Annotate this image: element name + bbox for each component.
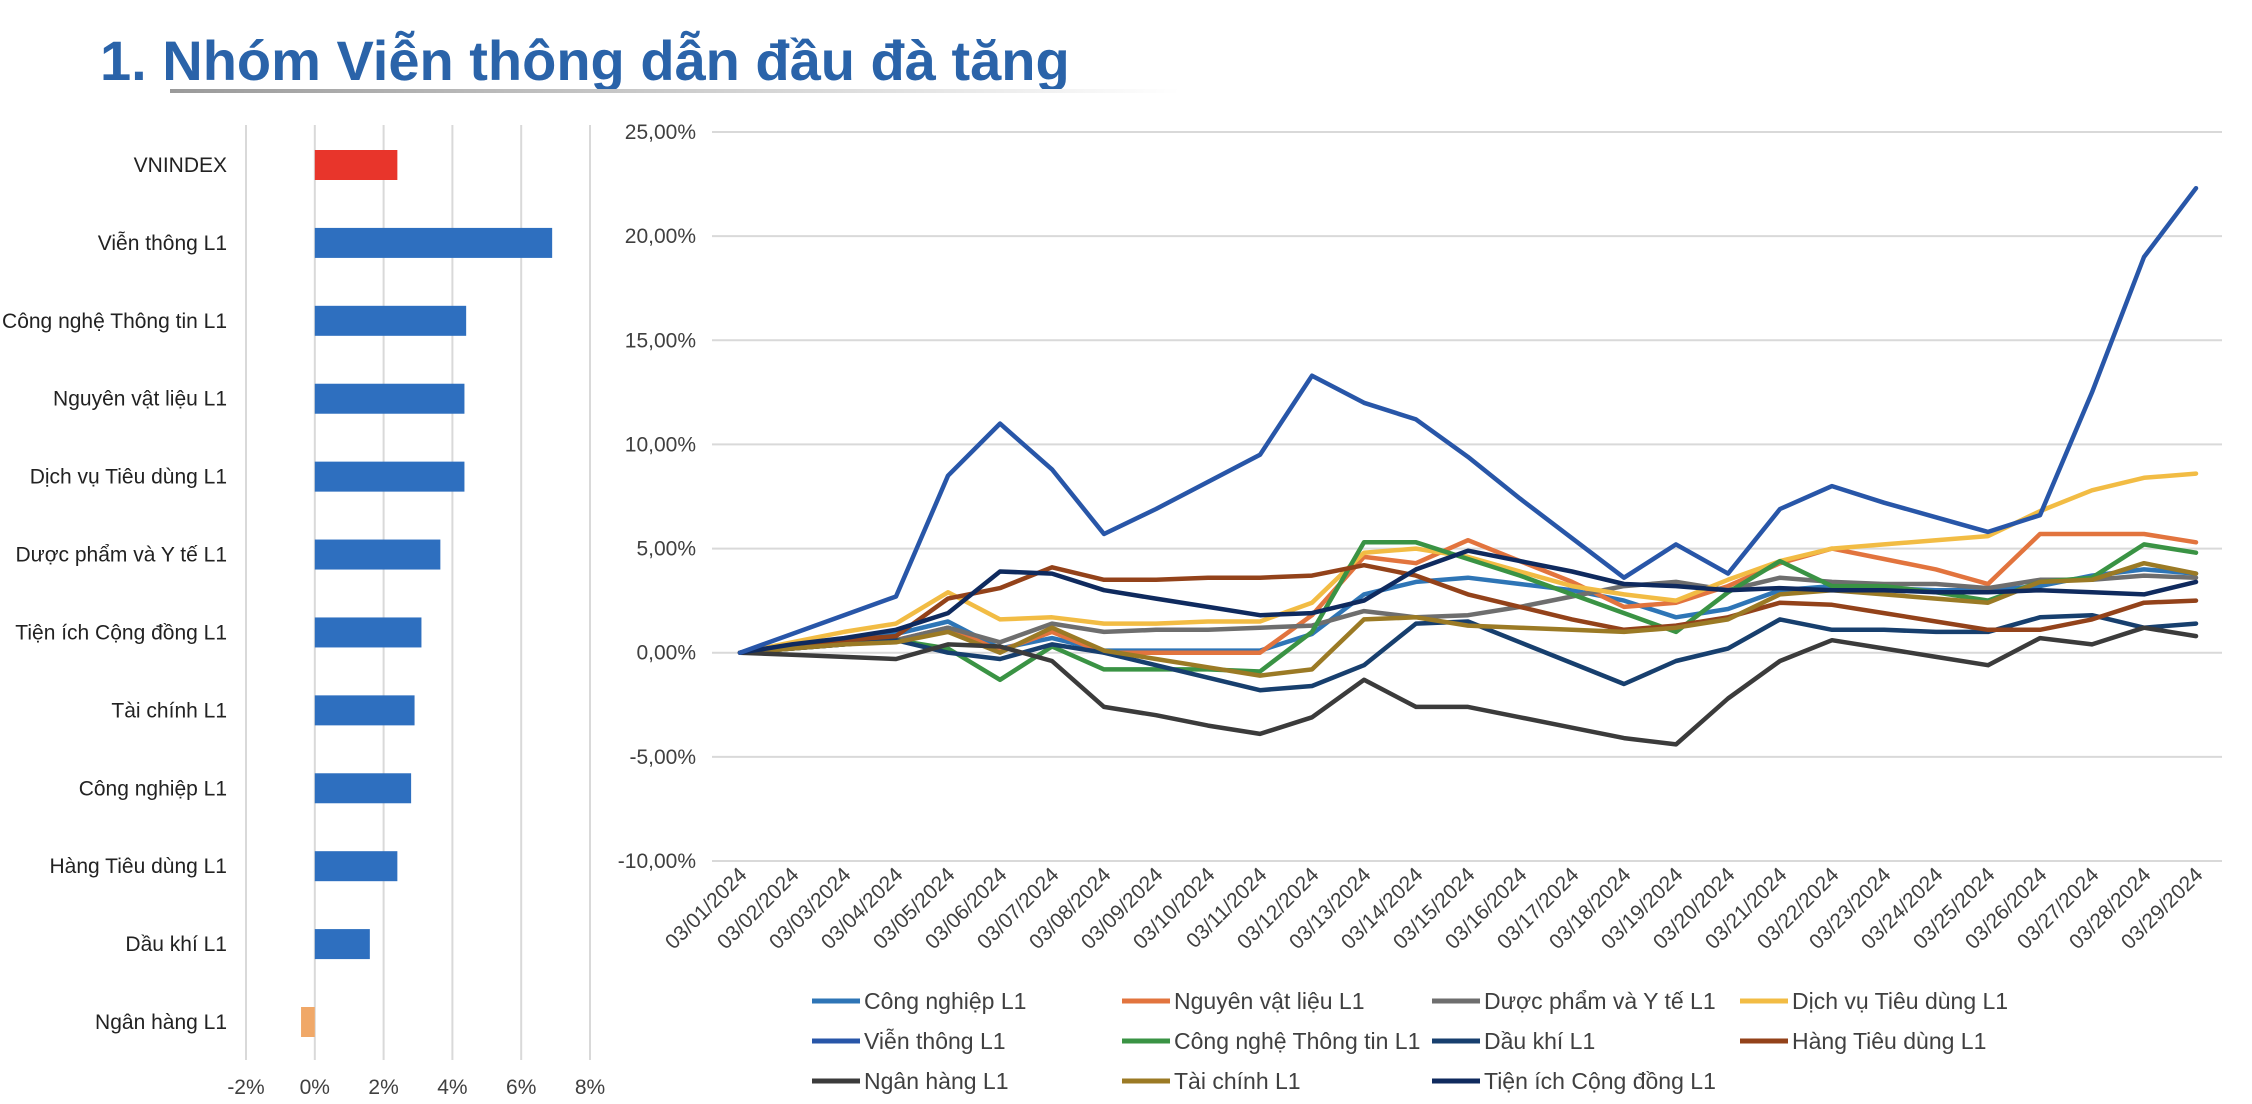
series-line-hang-tieu-dung-l1	[737, 562, 2199, 655]
bar-category-label: Hàng Tiêu dùng L1	[50, 855, 227, 878]
line-y-tick-label: -5,00%	[629, 746, 696, 769]
line-y-tick-label: 20,00%	[625, 225, 696, 248]
line-y-tick-label: 10,00%	[625, 433, 696, 456]
title-underline	[170, 89, 1180, 93]
legend-label: Hàng Tiêu dùng L1	[1792, 1028, 1986, 1054]
line-y-tick-label: 0,00%	[636, 642, 696, 665]
legend-label: Ngân hàng L1	[864, 1068, 1009, 1094]
bar-category-label: Công nghiệp L1	[79, 777, 227, 800]
bar-category-label: Tiện ích Cộng đồng L1	[15, 621, 227, 644]
bar-category-label: Dầu khí L1	[125, 933, 227, 956]
bar-category-label: VNINDEX	[134, 154, 227, 177]
bar-category-label: Tài chính L1	[111, 699, 227, 722]
legend-label: Công nghiệp L1	[864, 988, 1026, 1014]
bar-x-tick-label: 6%	[506, 1076, 536, 1099]
bar-x-tick-label: -2%	[227, 1076, 264, 1099]
legend-label: Nguyên vật liệu L1	[1174, 988, 1365, 1014]
bar-category-label: Viễn thông L1	[98, 232, 227, 255]
series-line-ngan-hang-l1	[737, 625, 2199, 747]
legend-label: Dầu khí L1	[1484, 1028, 1595, 1054]
legend-label: Viễn thông L1	[864, 1028, 1006, 1054]
bar-vnindex	[314, 150, 398, 180]
legend-label: Tài chính L1	[1174, 1068, 1301, 1094]
bar-x-tick-label: 0%	[300, 1076, 330, 1099]
bar-dich-vu-tieu-dung-l1	[314, 461, 465, 492]
bar-vien-thong-l1	[314, 227, 553, 258]
bar-category-label: Nguyên vật liệu L1	[53, 388, 227, 411]
bar-tien-ich-cong-dong-l1	[314, 617, 422, 648]
bar-duoc-pham-va-y-te-l1	[314, 539, 441, 570]
series-line-duoc-pham-va-y-te-l1	[737, 573, 2199, 655]
series-line-tien-ich-cong-dong-l1	[737, 548, 2199, 655]
bar-nguyen-vat-lieu-l1	[314, 383, 465, 414]
bar-x-tick-label: 4%	[437, 1076, 467, 1099]
legend-label: Dược phẩm và Y tế L1	[1484, 988, 1716, 1014]
legend-label: Tiện ích Cộng đồng L1	[1484, 1068, 1716, 1094]
series-line-nguyen-vat-lieu-l1	[737, 531, 2199, 655]
bar-cong-nghe-thong-tin-l1	[314, 305, 467, 336]
series-line-cong-nghe-thong-tin-l1	[737, 540, 2199, 683]
series-line-dau-khi-l1	[737, 612, 2199, 693]
line-y-tick-label: 25,00%	[625, 121, 696, 144]
bar-cong-nghiep-l1	[314, 773, 412, 804]
line-y-tick-label: -10,00%	[618, 850, 696, 873]
legend: Công nghiệp L1 Nguyên vật liệu L1 Dược phẩ…	[812, 988, 2008, 1094]
line-gridlines	[712, 131, 2222, 862]
bar-hang-tieu-dung-l1	[314, 851, 398, 882]
line-y-tick-label: 5,00%	[636, 538, 696, 561]
bar-x-tick-label: 2%	[368, 1076, 398, 1099]
line-y-tick-label: 15,00%	[625, 329, 696, 352]
bar-ngan-hang-l1	[301, 1007, 315, 1037]
bar-category-label: Dược phẩm và Y tế L1	[16, 544, 228, 567]
legend-label: Công nghệ Thông tin L1	[1174, 1028, 1420, 1054]
bar-tai-chinh-l1	[314, 695, 415, 726]
bar-category-label: Công nghệ Thông tin L1	[2, 310, 227, 333]
bar-dau-khi-l1	[314, 929, 370, 960]
bar-x-tick-label: 8%	[575, 1076, 605, 1099]
bar-category-label: Dịch vụ Tiêu dùng L1	[30, 466, 227, 489]
legend-label: Dịch vụ Tiêu dùng L1	[1792, 988, 2008, 1014]
bar-category-label: Ngân hàng L1	[95, 1011, 227, 1034]
page-title: 1. Nhóm Viễn thông dẫn đầu đà tăng	[100, 29, 1070, 92]
series-line-vien-thong-l1	[737, 185, 2199, 655]
bar-gridlines	[245, 125, 591, 1060]
